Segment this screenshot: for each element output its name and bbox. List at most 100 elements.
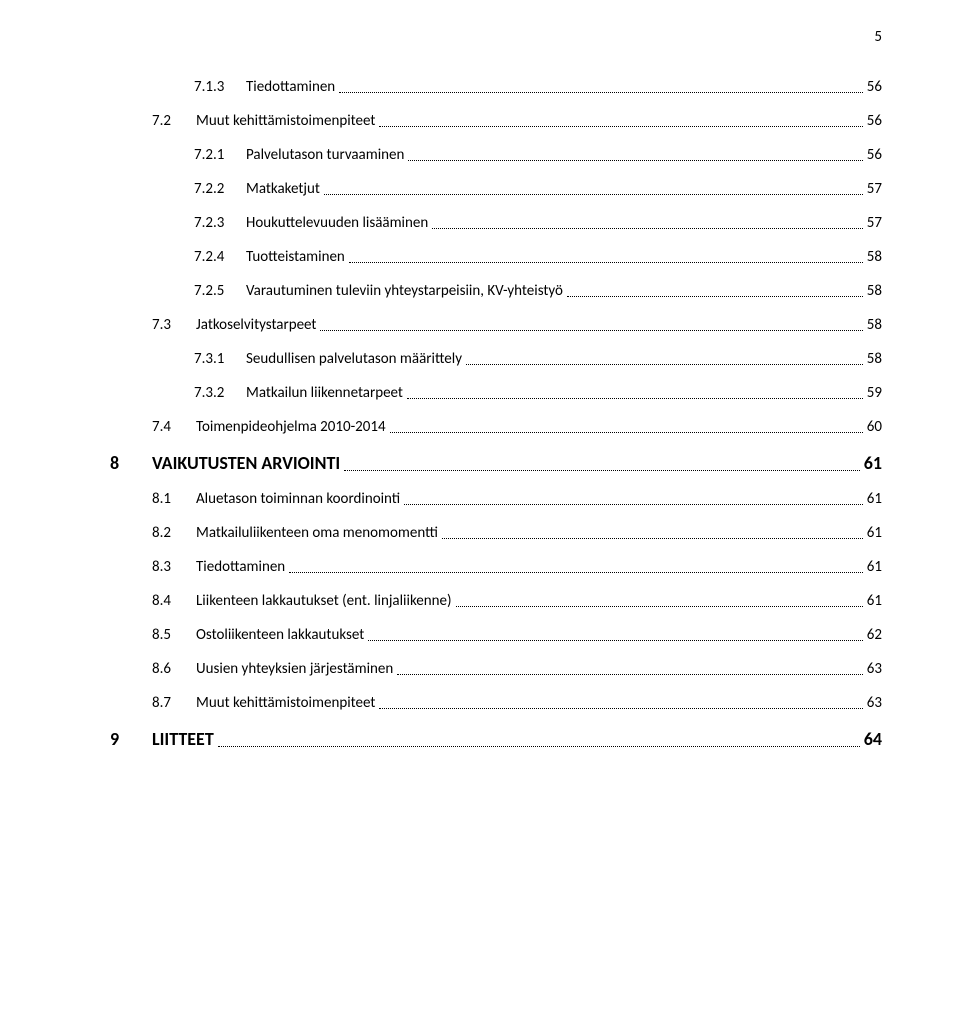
toc-entry-title: Toimenpideohjelma 2010-2014 <box>196 418 386 436</box>
toc-entry-page: 58 <box>867 316 882 334</box>
toc-leader <box>324 185 863 195</box>
toc-entry-number: 7.1.3 <box>194 78 246 96</box>
toc-entry: 7.2.3Houkuttelevuuden lisääminen 57 <box>110 214 882 232</box>
toc-entry: 7.2Muut kehittämistoimenpiteet 56 <box>110 112 882 130</box>
toc-entry-number: 9 <box>110 728 152 750</box>
toc-leader <box>289 563 863 573</box>
toc-entry-title: Palvelutason turvaaminen <box>246 146 404 164</box>
toc-entry: 8.4Liikenteen lakkautukset (ent. linjali… <box>110 592 882 610</box>
toc-entry-page: 62 <box>867 626 882 644</box>
toc-leader <box>442 529 863 539</box>
toc-entry: 7.2.4Tuotteistaminen 58 <box>110 248 882 266</box>
toc-leader <box>379 699 862 709</box>
toc-leader <box>407 389 863 399</box>
toc-entry-page: 61 <box>867 592 882 610</box>
toc-entry: 8.5Ostoliikenteen lakkautukset 62 <box>110 626 882 644</box>
toc-entry-number: 7.2.2 <box>194 180 246 198</box>
toc-entry-number: 7.4 <box>152 418 196 436</box>
toc-entry-title: LIITTEET <box>152 728 214 750</box>
toc-leader <box>344 459 860 471</box>
toc-entry-page: 58 <box>867 350 882 368</box>
toc-entry-number: 7.2.5 <box>194 282 246 300</box>
toc-entry-page: 56 <box>867 146 882 164</box>
toc-entry: 7.3Jatkoselvitystarpeet 58 <box>110 316 882 334</box>
toc-entry-title: Houkuttelevuuden lisääminen <box>246 214 428 232</box>
toc-entry-number: 7.2.4 <box>194 248 246 266</box>
toc-entry-number: 8.6 <box>152 660 196 678</box>
toc-leader <box>349 253 863 263</box>
toc-entry: 7.2.5Varautuminen tuleviin yhteystarpeis… <box>110 282 882 300</box>
toc-entry-title: Tiedottaminen <box>246 78 335 96</box>
toc-entry-page: 64 <box>864 728 882 750</box>
toc-leader <box>432 219 863 229</box>
toc-entry: 8VAIKUTUSTEN ARVIOINTI 61 <box>110 452 882 474</box>
toc-entry-number: 8.3 <box>152 558 196 576</box>
toc-entry-page: 58 <box>867 282 882 300</box>
toc-entry-title: Jatkoselvitystarpeet <box>196 316 316 334</box>
toc-entry-page: 63 <box>867 694 882 712</box>
toc-entry-number: 8.1 <box>152 490 196 508</box>
toc-leader <box>390 423 863 433</box>
toc-entry-title: Uusien yhteyksien järjestäminen <box>196 660 393 678</box>
toc-entry: 8.1Aluetason toiminnan koordinointi61 <box>110 490 882 508</box>
toc-leader <box>408 151 862 161</box>
toc-entry-title: Tuotteistaminen <box>246 248 345 266</box>
toc-entry-page: 63 <box>867 660 882 678</box>
toc-entry-page: 57 <box>867 180 882 198</box>
toc-entry-title: Matkailuliikenteen oma menomomentti <box>196 524 438 542</box>
toc-entry-page: 61 <box>867 524 882 542</box>
toc-entry: 7.3.1Seudullisen palvelutason määrittely… <box>110 350 882 368</box>
toc-entry: 7.2.1Palvelutason turvaaminen 56 <box>110 146 882 164</box>
toc-entry: 8.3Tiedottaminen 61 <box>110 558 882 576</box>
toc-entry-number: 7.3 <box>152 316 196 334</box>
toc-entry: 8.2Matkailuliikenteen oma menomomentti 61 <box>110 524 882 542</box>
toc-entry-number: 7.3.1 <box>194 350 246 368</box>
toc-entry-title: Liikenteen lakkautukset (ent. linjaliike… <box>196 592 452 610</box>
toc-entry: 9LIITTEET 64 <box>110 728 882 750</box>
toc-entry: 7.2.2Matkaketjut 57 <box>110 180 882 198</box>
toc-entry: 7.1.3Tiedottaminen 56 <box>110 78 882 96</box>
toc-leader <box>339 83 863 93</box>
toc-entry-page: 56 <box>867 78 882 96</box>
toc-entry-title: Varautuminen tuleviin yhteystarpeisiin, … <box>246 282 563 300</box>
toc-entry: 8.6Uusien yhteyksien järjestäminen 63 <box>110 660 882 678</box>
toc-entry-number: 8.7 <box>152 694 196 712</box>
toc-entry-title: VAIKUTUSTEN ARVIOINTI <box>152 452 340 474</box>
toc-entry: 7.3.2Matkailun liikennetarpeet 59 <box>110 384 882 402</box>
toc-leader <box>320 321 862 331</box>
toc-leader <box>404 495 863 505</box>
toc-entry-number: 8.5 <box>152 626 196 644</box>
table-of-contents: 7.1.3Tiedottaminen567.2Muut kehittämisto… <box>110 78 882 766</box>
page-number: 5 <box>874 28 882 46</box>
toc-entry-title: Matkailun liikennetarpeet <box>246 384 403 402</box>
toc-entry-number: 7.2.3 <box>194 214 246 232</box>
toc-leader <box>218 735 860 747</box>
toc-entry-title: Tiedottaminen <box>196 558 285 576</box>
toc-entry-page: 57 <box>867 214 882 232</box>
toc-entry-page: 60 <box>867 418 882 436</box>
toc-entry-number: 7.3.2 <box>194 384 246 402</box>
toc-entry-title: Muut kehittämistoimenpiteet <box>196 112 375 130</box>
toc-entry-title: Seudullisen palvelutason määrittely <box>246 350 462 368</box>
toc-leader <box>397 665 863 675</box>
toc-entry-page: 58 <box>867 248 882 266</box>
toc-entry-title: Ostoliikenteen lakkautukset <box>196 626 364 644</box>
toc-entry-number: 8.4 <box>152 592 196 610</box>
toc-entry-page: 59 <box>867 384 882 402</box>
toc-entry: 8.7Muut kehittämistoimenpiteet 63 <box>110 694 882 712</box>
toc-entry-title: Aluetason toiminnan koordinointi <box>196 490 400 508</box>
toc-leader <box>466 355 863 365</box>
toc-entry-number: 8.2 <box>152 524 196 542</box>
toc-entry: 7.4Toimenpideohjelma 2010-2014 60 <box>110 418 882 436</box>
toc-entry-title: Matkaketjut <box>246 180 320 198</box>
toc-entry-number: 8 <box>110 452 152 474</box>
toc-leader <box>379 117 862 127</box>
toc-entry-page: 61 <box>867 558 882 576</box>
toc-entry-number: 7.2.1 <box>194 146 246 164</box>
toc-entry-page: 56 <box>867 112 882 130</box>
toc-entry-title: Muut kehittämistoimenpiteet <box>196 694 375 712</box>
toc-entry-number: 7.2 <box>152 112 196 130</box>
toc-entry-page: 61 <box>864 452 882 474</box>
toc-leader <box>567 287 863 297</box>
toc-leader <box>456 597 863 607</box>
